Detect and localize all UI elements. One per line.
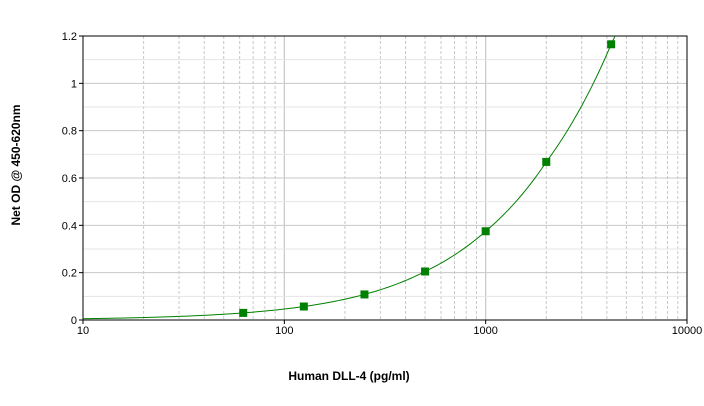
data-point <box>607 40 616 49</box>
y-axis-ticks: 0 0.2 0.4 0.6 0.8 1 1.2 <box>62 31 83 327</box>
y-tick-label: 0.2 <box>62 268 77 280</box>
y-tick-label: 1.2 <box>62 31 77 43</box>
grid <box>82 35 688 321</box>
y-tick-label: 1 <box>71 78 77 90</box>
fit-curve <box>82 35 616 320</box>
x-tick-label: 10 <box>77 325 89 337</box>
fit-curve-layer <box>82 35 616 320</box>
y-tick-label: 0.8 <box>62 126 77 138</box>
x-tick-label: 100 <box>275 325 293 337</box>
x-axis-ticks: 10 100 1000 10000 <box>77 320 702 337</box>
data-point <box>239 308 248 317</box>
x-tick-label: 1000 <box>473 325 497 337</box>
data-point <box>299 302 308 311</box>
data-points <box>239 40 616 317</box>
y-tick-label: 0 <box>71 315 77 327</box>
y-tick-label: 0.6 <box>62 173 77 185</box>
y-tick-label: 0.4 <box>62 220 77 232</box>
data-point <box>481 227 490 236</box>
data-point <box>360 290 369 299</box>
data-point <box>421 267 430 276</box>
x-axis-title: Human DLL-4 (pg/ml) <box>288 369 409 383</box>
data-point <box>542 157 551 166</box>
y-axis-title: Net OD @ 450-620nm <box>9 104 23 225</box>
x-tick-label: 10000 <box>672 325 703 337</box>
